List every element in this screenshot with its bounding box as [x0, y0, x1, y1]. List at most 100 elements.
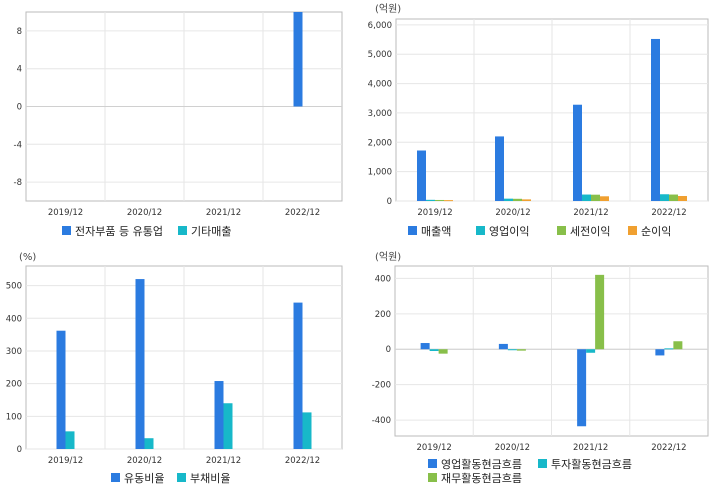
x-tick-label: 2019/12: [48, 456, 83, 466]
bar-2-s4-2021/12: [600, 196, 609, 201]
legend-label: 영업이익: [489, 225, 529, 238]
bar-4-s2-2019/12: [429, 349, 439, 351]
y-tick-label: -400: [372, 416, 391, 426]
x-tick-label: 2020/12: [495, 208, 530, 218]
x-tick-label: 2022/12: [285, 208, 320, 218]
x-tick-label: 2022/12: [651, 443, 686, 453]
y-tick-label: 0: [386, 345, 391, 355]
y-tick-label: 100: [6, 412, 22, 422]
y-tick-label: 300: [6, 347, 22, 357]
x-tick-label: 2020/12: [127, 456, 162, 466]
legend-swatch: [628, 226, 637, 235]
y-tick-label: 1,000: [368, 168, 392, 178]
legend-swatch: [178, 226, 187, 235]
y-tick-label: 5,000: [368, 50, 392, 60]
bar-4-s1-2021/12: [577, 349, 587, 427]
legend-label: 전자부품 등 유통업: [75, 225, 163, 238]
bar-4-s3-2022/12: [673, 341, 683, 350]
y-tick-label: 4,000: [368, 80, 392, 90]
bar-4-s3-2021/12: [595, 274, 605, 350]
x-tick-label: 2021/12: [573, 443, 608, 453]
unit-label: (%): [19, 252, 36, 263]
chart-4: 400 200 0 -200 -400 2019/12 2020/12 2021/12 2022…: [372, 251, 709, 485]
bar-2-s2-2020/12: [504, 198, 513, 201]
bar-4-s1-2019/12: [420, 343, 430, 350]
x-tick-label: 2021/12: [573, 208, 608, 218]
bar-4-s2-2020/12: [507, 349, 517, 351]
bar-2-s2-2022/12: [660, 194, 669, 201]
bar-2-s1-2020/12: [495, 136, 504, 201]
legend-item[interactable]: 영업활동현금흐름: [428, 457, 522, 471]
legend-item[interactable]: 전자부품 등 유통업: [62, 225, 163, 238]
chart-1: 8 4 0 -4 -8 2019/12 2020/12 2021/12 2022/12 전자부품 …: [14, 11, 343, 238]
x-tick-label: 2022/12: [285, 456, 320, 466]
bar-4-s2-2021/12: [586, 349, 596, 353]
y-tick-label: -200: [372, 381, 391, 391]
x-tick-label: 2022/12: [651, 208, 686, 218]
bar-2-s3-2019/12: [435, 199, 444, 201]
bar-3-s2-2021/12: [223, 403, 233, 449]
y-tick-label: 0: [17, 445, 22, 455]
y-tick-label: 2,000: [368, 138, 392, 148]
y-tick-label: 0: [387, 197, 392, 207]
legend-item[interactable]: 유동비율: [111, 472, 164, 485]
legend-item[interactable]: 기타매출: [178, 225, 231, 238]
legend-swatch: [62, 226, 71, 235]
legend-item[interactable]: 재무활동현금흐름: [428, 471, 522, 485]
y-tick-label: 3,000: [368, 109, 392, 119]
bar-3-s1-2020/12: [135, 279, 145, 449]
bar-4-s2-2022/12: [664, 348, 674, 350]
y-tick-label: 400: [6, 314, 22, 324]
bar-1-s1-2022/12: [293, 12, 303, 107]
legend-label: 세전이익: [570, 225, 610, 238]
bar-2-s1-2022/12: [651, 38, 660, 201]
legend-label: 기타매출: [191, 225, 231, 238]
legend-item[interactable]: 영업이익: [476, 225, 529, 238]
bar-2-s3-2020/12: [513, 198, 522, 201]
legend-label: 부채비율: [190, 472, 230, 485]
legend-swatch: [428, 473, 437, 482]
legend-swatch: [428, 459, 437, 468]
bar-2-s1-2019/12: [417, 150, 426, 201]
legend-label: 영업활동현금흐름: [441, 457, 522, 471]
legend-label: 유동비율: [124, 472, 164, 485]
bar-2-s3-2021/12: [591, 194, 600, 201]
x-tick-label: 2019/12: [48, 208, 83, 218]
y-tick-label: 200: [375, 310, 391, 320]
bar-2-s4-2020/12: [522, 199, 531, 201]
x-tick-label: 2019/12: [417, 208, 452, 218]
y-tick-label: -8: [14, 178, 22, 188]
legend-item[interactable]: 부채비율: [177, 472, 230, 485]
chart-3: 0 100 200 300 400 500 2019/12 2020/12 2021/12 202…: [6, 252, 343, 485]
bar-2-s2-2019/12: [426, 199, 435, 201]
legend-item[interactable]: 투자활동현금흐름: [538, 457, 632, 471]
x-tick-label: 2021/12: [206, 456, 241, 466]
legend-label: 매출액: [421, 225, 451, 238]
y-tick-label: 400: [375, 274, 391, 284]
legend-swatch: [538, 459, 547, 468]
legend-item[interactable]: 매출액: [408, 225, 451, 238]
legend-swatch: [557, 226, 566, 235]
bar-2-s4-2022/12: [678, 196, 687, 201]
legend-item[interactable]: 순이익: [628, 225, 671, 238]
bar-3-s1-2022/12: [293, 302, 303, 449]
bar-3-s2-2019/12: [65, 431, 75, 449]
legend-swatch: [408, 226, 417, 235]
unit-label: (억원): [375, 3, 401, 15]
bar-2-s4-2019/12: [444, 200, 453, 202]
y-tick-label: 0: [17, 103, 22, 113]
x-tick-label: 2021/12: [206, 208, 241, 218]
legend-swatch: [111, 473, 120, 482]
legend-label: 재무활동현금흐름: [441, 471, 522, 485]
bar-3-s1-2021/12: [214, 381, 224, 449]
x-tick-label: 2020/12: [495, 443, 530, 453]
legend-item[interactable]: 세전이익: [557, 225, 610, 238]
bar-2-s1-2021/12: [573, 104, 582, 201]
x-tick-label: 2019/12: [416, 443, 451, 453]
y-tick-label: -4: [14, 140, 22, 150]
legend-label: 투자활동현금흐름: [551, 457, 632, 471]
bar-4-s3-2019/12: [438, 349, 448, 354]
x-tick-label: 2020/12: [127, 208, 162, 218]
y-tick-label: 500: [6, 282, 22, 292]
